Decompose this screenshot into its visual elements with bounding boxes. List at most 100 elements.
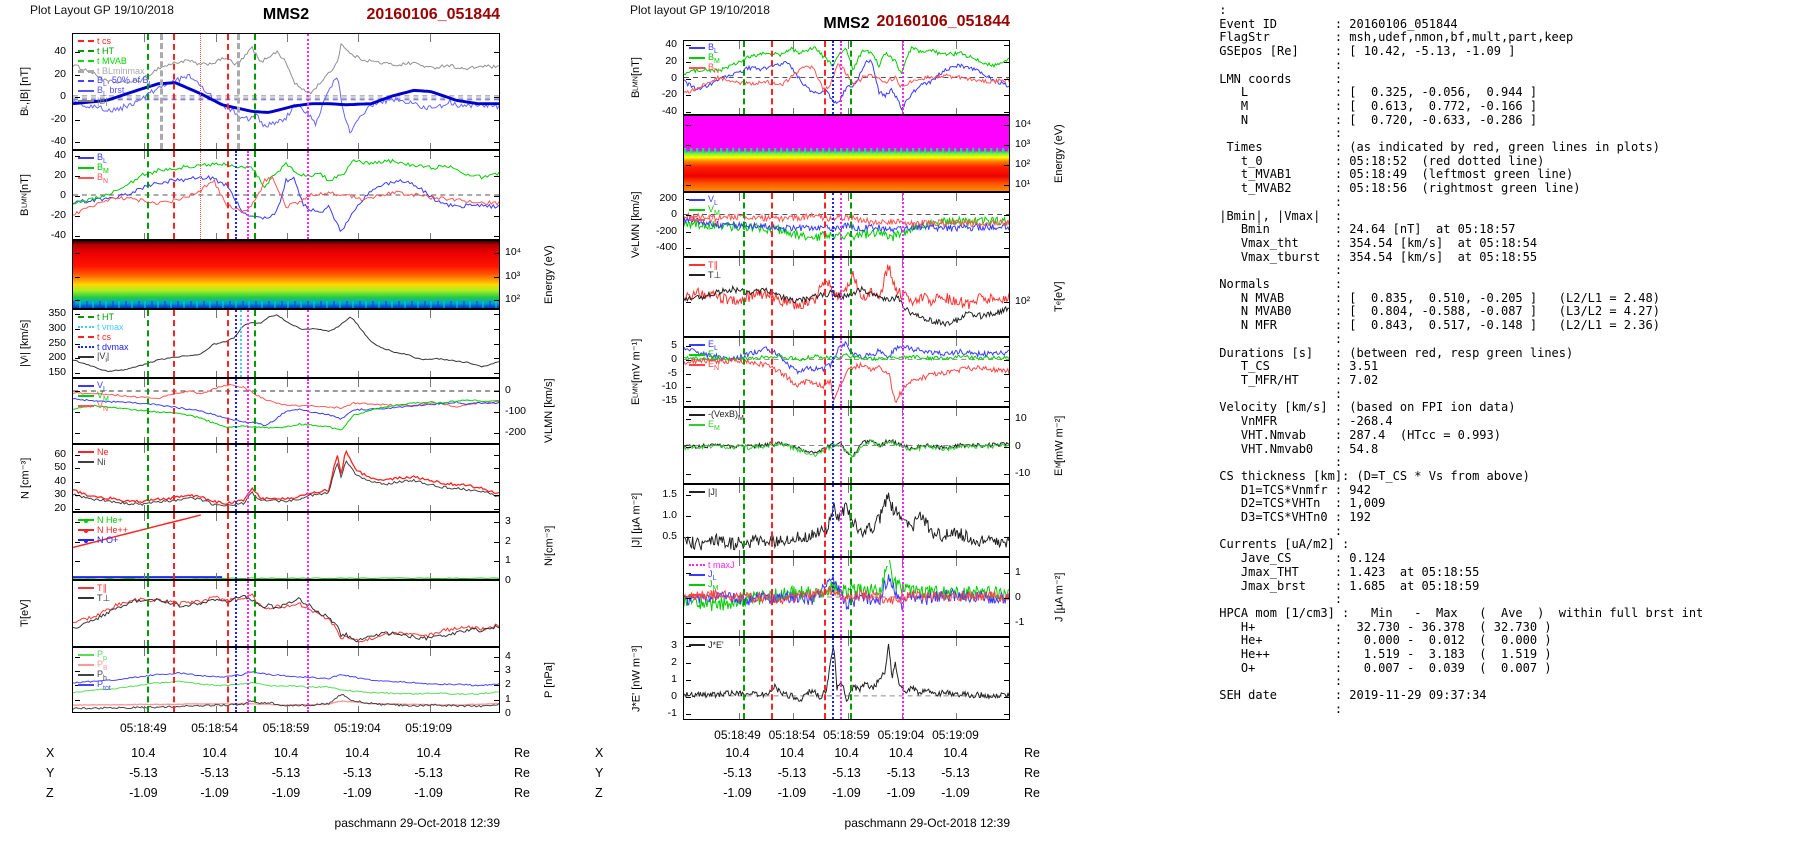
- marker-line-t_cs_left: [771, 408, 774, 483]
- ephemeris-row-label: Z: [595, 786, 603, 800]
- y-tick-label: 20: [665, 54, 677, 67]
- legend-vi-mag: t HT t vmax t cs t dvmax |Vi|: [78, 312, 129, 363]
- marker-line-t_MVAB2: [849, 193, 852, 256]
- y-tick-label: 0: [505, 384, 511, 397]
- marker-line-t_cs_left: [173, 310, 175, 377]
- line-swatch: [689, 57, 705, 59]
- ephemeris-value: -1.09: [343, 786, 372, 800]
- y-tick-label: 40: [54, 45, 66, 57]
- y-tick-label: -1: [1015, 616, 1025, 628]
- y-tick-label: 10³: [1015, 138, 1031, 151]
- panel-b-lmn: BL BM BN 40 20 0 -20 -40 B LMN [nT]: [555, 38, 1160, 117]
- marker-dot: [84, 539, 88, 543]
- legend-entry: VN: [78, 400, 109, 412]
- plot-area-e-lmn: EL EM EN: [683, 337, 1010, 407]
- marker-line-t_dvmax: [831, 338, 834, 406]
- line-swatch: [689, 264, 705, 266]
- legend-label: J*E': [708, 640, 724, 650]
- legend-label: BL brst: [97, 84, 125, 98]
- layout-label: Plot layout GP 19/10/2018: [630, 3, 770, 17]
- panel-j-lmn: t maxJ JL JM JN 1 0 -1 J [µA m⁻²]: [555, 557, 1160, 637]
- event-id-label: 20160106_051844: [366, 6, 500, 23]
- y-tick-label: 1: [671, 673, 677, 686]
- legend-entry: T∥: [78, 583, 110, 593]
- marker-line-t_MVAB2: [253, 34, 256, 149]
- series-BL_smooth: [73, 81, 499, 114]
- y-tick-label: 300: [48, 322, 66, 335]
- line-swatch: [689, 354, 705, 356]
- ephemeris-value: 10.4: [725, 746, 750, 760]
- panel-pressure: Pp PB Ph Ptot 4 3 2 1 0 P [nPa]: [0, 647, 555, 719]
- legend-entry: BL brst: [78, 84, 152, 98]
- panel-electron-energy-spectrogram: 10⁴ 10³ 10² 10¹ Energy (eV): [555, 115, 1160, 192]
- legend-label: EL: [708, 338, 718, 352]
- legend-entry: |Vi|: [78, 351, 129, 363]
- plot-area-te: T∥ T⊥: [683, 257, 1010, 337]
- y-tick-label: 40: [54, 149, 66, 162]
- y-tick-label: 20: [54, 501, 66, 514]
- marker-line-t_cs_right: [226, 581, 229, 646]
- line-swatch: [78, 100, 94, 102]
- panel-vi-mag: t HT t vmax t cs t dvmax |Vi| 350 300 250 200 150…: [0, 307, 555, 378]
- ephemeris-unit: Re: [514, 746, 530, 760]
- y-axis-label-bl-bmag: B L ,|B| [nT]: [19, 66, 31, 117]
- marker-line-t_MVAB2: [253, 513, 256, 579]
- marker-line-t_cs_right: [226, 445, 229, 511]
- y-axis-label-b-lmn: B LMN [nT]: [630, 56, 642, 99]
- y-tick-label: -20: [50, 209, 66, 221]
- panel-b-lmn: BL BM BN 40 20 0 -20 -40 B LMN [nT]: [0, 149, 555, 241]
- y-tick-label: 10²: [1015, 295, 1031, 307]
- y-tick-label: 0: [671, 71, 677, 84]
- legend-label: Ph: [97, 668, 107, 682]
- y-axis-label-e-lmn: E LMN [mV m⁻¹]: [630, 338, 643, 406]
- y-tick-label: 50: [54, 461, 66, 474]
- marker-line-t_maxJ_1: [839, 338, 842, 406]
- plot-column-middle: Plot layout GP 19/10/2018 MMS2 20160106_…: [555, 0, 1160, 841]
- y-axis-label-vi-mag: |V i | [km/s]: [19, 320, 31, 368]
- legend-label: t BLminmax: [97, 66, 145, 76]
- marker-line-t_maxJ_2: [902, 193, 905, 256]
- y-tick-label: 10⁴: [1015, 118, 1032, 131]
- y-tick-label: -15: [661, 394, 677, 407]
- legend-entry: N O+: [78, 535, 128, 545]
- marker-line-t_maxJ_1: [246, 648, 249, 712]
- marker-line-t_maxJ_1: [839, 41, 842, 114]
- plot-area-jdote: J*E': [683, 637, 1010, 720]
- ephemeris-row-label: Y: [595, 766, 604, 780]
- y-axis-label-b-lmn: B LMN [nT]: [19, 174, 31, 216]
- ephemeris-value: -5.13: [343, 766, 372, 780]
- y-tick-label: 10²: [505, 293, 521, 306]
- series-E_M: [684, 439, 1009, 458]
- y-tick-label: -10: [661, 380, 677, 393]
- marker-line-t_MVAB1: [146, 310, 149, 377]
- legend-entry: N He++: [78, 525, 128, 535]
- legend-entry: BM: [78, 162, 109, 174]
- marker-line-t_BLminmax_1: [159, 34, 163, 149]
- legend-entry: JL: [689, 569, 735, 581]
- y-tick-label: 60: [54, 447, 66, 460]
- y-tick-label: 3: [671, 639, 677, 652]
- marker-line-t_dvmax: [831, 485, 834, 556]
- marker-line-t_cs_right: [823, 338, 826, 406]
- legend-label: t HT: [97, 46, 114, 56]
- marker-line-t_maxJ_1: [246, 151, 249, 239]
- y-tick-label: 0: [505, 707, 511, 719]
- marker-line-t_maxJ_2: [902, 338, 905, 406]
- legend-pressure: Pp PB Ph Ptot: [78, 649, 111, 691]
- marker-line-t_cs_left: [173, 648, 175, 712]
- legend-label: |B|: [97, 96, 108, 106]
- line-swatch: [78, 405, 94, 407]
- series-Ni: [73, 460, 499, 507]
- line-swatch: [689, 199, 705, 201]
- legend-minor-ion-density: N He+ N He++ N O+: [78, 515, 128, 545]
- ephemeris-row-label: Y: [46, 766, 55, 780]
- ephemeris-value: 10.4: [834, 746, 859, 760]
- line-swatch: [78, 395, 94, 397]
- time-tick-label: 05:18:54: [768, 728, 816, 742]
- legend-entry: t dvmax: [78, 342, 129, 352]
- marker-line-t_MVAB1: [146, 34, 149, 149]
- ephemeris-row-label: X: [595, 746, 604, 760]
- line-swatch: [689, 209, 705, 211]
- legend-label: BL, 50% of BL: [97, 74, 153, 88]
